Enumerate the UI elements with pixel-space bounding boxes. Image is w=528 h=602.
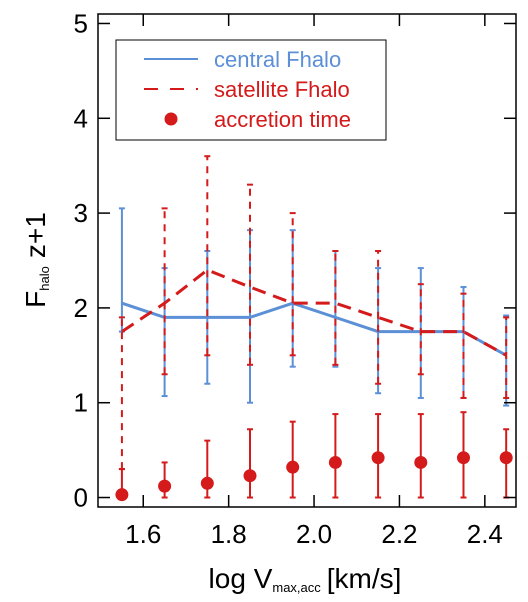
data-point <box>456 451 470 465</box>
y-tick-label: 5 <box>74 8 88 38</box>
x-label-sub: max,acc <box>272 580 321 595</box>
x-tick-label: 2.2 <box>381 519 417 549</box>
legend-marker <box>164 112 178 126</box>
x-axis-label: log Vmax,acc [km/s] <box>209 563 402 595</box>
data-point <box>243 469 257 483</box>
data-point <box>414 455 428 469</box>
x-label-main: log V <box>209 563 273 594</box>
data-point <box>286 460 300 474</box>
data-point <box>499 451 513 465</box>
legend-box <box>115 39 387 141</box>
legend-label: accretion time <box>214 107 351 132</box>
data-point <box>158 479 172 493</box>
y-label-main: F <box>20 291 51 308</box>
x-tick-label: 1.8 <box>211 519 247 549</box>
y-tick-label: 3 <box>74 198 88 228</box>
x-tick-label: 2.0 <box>296 519 332 549</box>
data-point <box>371 451 385 465</box>
y-label-unit: z+1 <box>20 212 51 258</box>
marks <box>115 155 513 502</box>
y-axis-label: Fhalo z+1 <box>20 212 52 308</box>
data-point <box>115 488 129 502</box>
x-tick-label: 2.4 <box>467 519 503 549</box>
y-label-sub: halo <box>37 266 52 291</box>
legend-label: satellite Fhalo <box>214 77 350 102</box>
x-label-unit: [km/s] <box>327 563 402 594</box>
x-tick-label: 1.6 <box>125 519 161 549</box>
y-tick-label: 2 <box>74 293 88 323</box>
legend-label: central Fhalo <box>214 47 341 72</box>
plot-frame <box>97 13 517 508</box>
series-line <box>121 268 507 357</box>
y-tick-label: 0 <box>74 483 88 513</box>
y-tick-label: 1 <box>74 388 88 418</box>
data-point <box>200 476 214 490</box>
series-line <box>121 301 507 357</box>
y-tick-label: 4 <box>74 103 88 133</box>
data-point <box>328 455 342 469</box>
